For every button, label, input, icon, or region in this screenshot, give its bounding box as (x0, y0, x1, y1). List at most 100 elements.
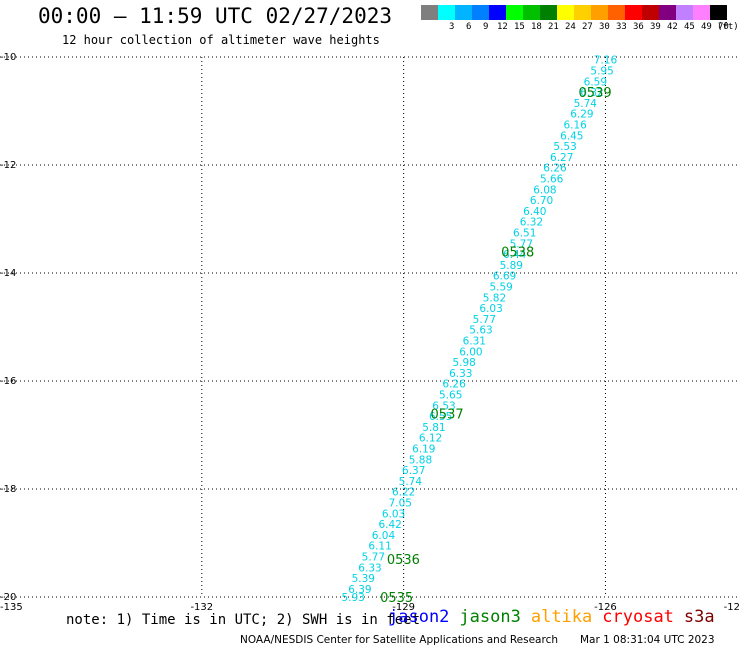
swh-label: 5.81 (422, 422, 445, 434)
swh-label: 5.63 (469, 325, 492, 337)
swh-label: 6.51 (513, 228, 536, 240)
swh-label: 6.03 (479, 303, 502, 315)
y-tick-label: -10 (0, 52, 16, 63)
colorbar-label: 42 (667, 22, 678, 32)
x-tick-label: -12 (724, 602, 740, 613)
colorbar-label: 21 (548, 22, 559, 32)
swh-label: 6.70 (530, 195, 553, 207)
swh-label: 5.66 (540, 174, 564, 186)
footnote: note: 1) Time is in UTC; 2) SWH is in fe… (66, 612, 421, 628)
swh-label: 6.33 (449, 368, 472, 380)
colorbar-swatch (506, 5, 523, 20)
satellite-legend: jason2 jason3 altika cryosat s3a (388, 607, 725, 627)
swh-label: 5.77 (473, 314, 496, 326)
swh-label: 5.53 (553, 141, 576, 153)
footer-credit: NOAA/NESDIS Center for Satellite Applica… (240, 634, 558, 646)
swh-label: 6.00 (459, 346, 482, 358)
swh-label: 6.19 (412, 444, 435, 456)
colorbar-swatch (591, 5, 608, 20)
satellite-legend-altika: altika (530, 607, 593, 627)
colorbar-label: 9 (483, 22, 489, 32)
colorbar-label: 6 (466, 22, 472, 32)
swh-label: 6.42 (378, 519, 401, 531)
pass-time-label: 0538 (501, 245, 534, 260)
swh-label: 6.39 (348, 584, 371, 596)
colorbar-swatch (421, 5, 438, 20)
colorbar-swatch (472, 5, 489, 20)
pass-time-label: 0537 (431, 407, 464, 422)
satellite-legend-jason3: jason3 (459, 607, 521, 627)
satellite-legend-s3a: s3a (683, 607, 715, 627)
colorbar-swatch (455, 5, 472, 20)
y-tick-label: -14 (0, 268, 16, 279)
swh-label: 6.08 (533, 184, 556, 196)
swh-label: 6.69 (493, 271, 516, 283)
swh-label: 6.22 (392, 487, 415, 499)
colorbar-swatch (625, 5, 642, 20)
colorbar-swatch (489, 5, 506, 20)
chart-title: 00:00 — 11:59 UTC 02/27/2023 (38, 4, 393, 28)
colorbar-label: 27 (582, 22, 593, 32)
swh-label: 5.39 (352, 573, 375, 585)
colorbar-swatch (659, 5, 676, 20)
swh-label: 5.98 (452, 357, 475, 369)
swh-label: 6.16 (563, 120, 587, 132)
swh-label: 6.26 (543, 163, 567, 175)
swh-label: 6.55 (429, 411, 452, 423)
swh-label: 6.03 (382, 508, 405, 520)
swh-label: 7.05 (389, 498, 412, 510)
x-tick-label: -126 (594, 602, 617, 613)
swh-label: 5.77 (510, 238, 533, 250)
y-tick-label: -16 (0, 376, 16, 387)
colorbar-label: 3 (449, 22, 455, 32)
swh-label: 6.44 (503, 249, 527, 261)
colorbar-label: 45 (684, 22, 695, 32)
swh-label: 6.32 (520, 217, 543, 229)
swh-label: 5.88 (409, 454, 432, 466)
colorbar-swatch (574, 5, 591, 20)
colorbar-label: 39 (650, 22, 661, 32)
swh-label: 5.95 (590, 66, 613, 78)
x-tick-label: -129 (392, 602, 415, 613)
colorbar-label: 33 (616, 22, 627, 32)
x-tick-label: -135 (0, 602, 23, 613)
colorbar-swatch (523, 5, 540, 20)
colorbar-label: 12 (497, 22, 508, 32)
colorbar-swatch (557, 5, 574, 20)
swh-label: 5.59 (489, 282, 512, 294)
pass-time-label: 0539 (579, 86, 612, 101)
chart-subtitle: 12 hour collection of altimeter wave hei… (62, 33, 380, 47)
x-tick-label: -132 (190, 602, 213, 613)
colorbar-label: 49 (701, 22, 712, 32)
swh-label: 5.82 (483, 292, 506, 304)
swh-label: 5.74 (399, 476, 423, 488)
swh-label: 6.33 (358, 562, 381, 574)
colorbar-swatch (438, 5, 455, 20)
colorbar-unit: (ft) (717, 22, 739, 32)
colorbar-label: 30 (599, 22, 610, 32)
pass-time-label: 0536 (387, 553, 420, 568)
colorbar-swatch (540, 5, 557, 20)
swh-label: 6.29 (570, 109, 593, 121)
satellite-legend-cryosat: cryosat (602, 607, 674, 627)
footer-timestamp: Mar 1 08:31:04 UTC 2023 (580, 634, 715, 646)
swh-label: 5.77 (362, 552, 385, 564)
y-tick-label: -12 (0, 160, 16, 171)
swh-label: 6.31 (463, 336, 486, 348)
colorbar-label: 24 (565, 22, 576, 32)
colorbar-swatch (676, 5, 693, 20)
swh-label: 6.37 (402, 465, 425, 477)
swh-label: 5.89 (500, 260, 523, 272)
satellite-legend-jason2: jason2 (388, 607, 450, 627)
pass-time-label: 0535 (380, 591, 413, 606)
colorbar-label: 18 (531, 22, 542, 32)
colorbar-swatch (642, 5, 659, 20)
swh-label: 6.11 (368, 541, 391, 553)
colorbar-swatch (608, 5, 625, 20)
swh-label: 6.53 (432, 400, 455, 412)
swh-label: 5.65 (439, 390, 462, 402)
colorbar-label: 15 (514, 22, 525, 32)
swh-label: 5.74 (574, 98, 598, 110)
y-tick-label: -20 (0, 592, 16, 603)
